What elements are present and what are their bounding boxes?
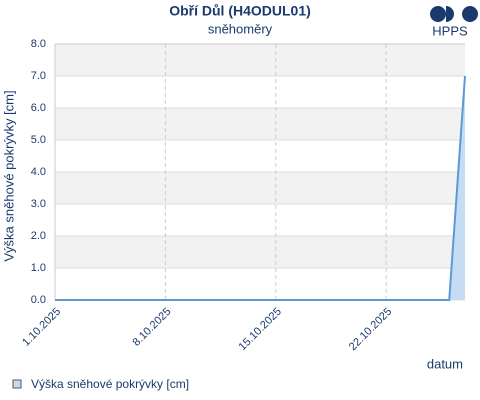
- y-tick-label: 8.0: [31, 38, 46, 50]
- y-tick-label: 0.0: [31, 294, 46, 306]
- grid-band: [55, 236, 465, 268]
- x-axis-label: datum: [427, 356, 463, 371]
- y-tick-label: 5.0: [31, 134, 46, 146]
- x-tick-label: 22.10.2025: [347, 306, 394, 353]
- x-tick-label: 8.10.2025: [130, 306, 173, 349]
- plot-background: [55, 44, 465, 268]
- logo-text: HPPS: [432, 23, 468, 38]
- y-tick-label: 2.0: [31, 230, 46, 242]
- x-tick-label: 1.10.2025: [20, 306, 63, 349]
- legend-label[interactable]: Výška sněhové pokrývky [cm]: [31, 377, 189, 391]
- grid-band: [55, 44, 465, 76]
- y-tick-label: 7.0: [31, 70, 46, 82]
- legend-marker: [12, 379, 22, 389]
- y-tick-label: 3.0: [31, 198, 46, 210]
- grid-band: [55, 172, 465, 204]
- data-line: [55, 75, 466, 301]
- chart-title: Obří Důl (H4ODUL01): [169, 3, 311, 19]
- y-tick-label: 1.0: [31, 262, 46, 274]
- x-tick-label: 15.10.2025: [237, 306, 284, 353]
- y-tick-label: 6.0: [31, 102, 46, 114]
- logo-icon: [430, 6, 478, 22]
- chart-subtitle: sněhoměry: [208, 21, 273, 36]
- y-axis-label: Výška sněhové pokrývky [cm]: [1, 90, 16, 261]
- y-tick-label: 4.0: [31, 166, 46, 178]
- grid-band: [55, 108, 465, 140]
